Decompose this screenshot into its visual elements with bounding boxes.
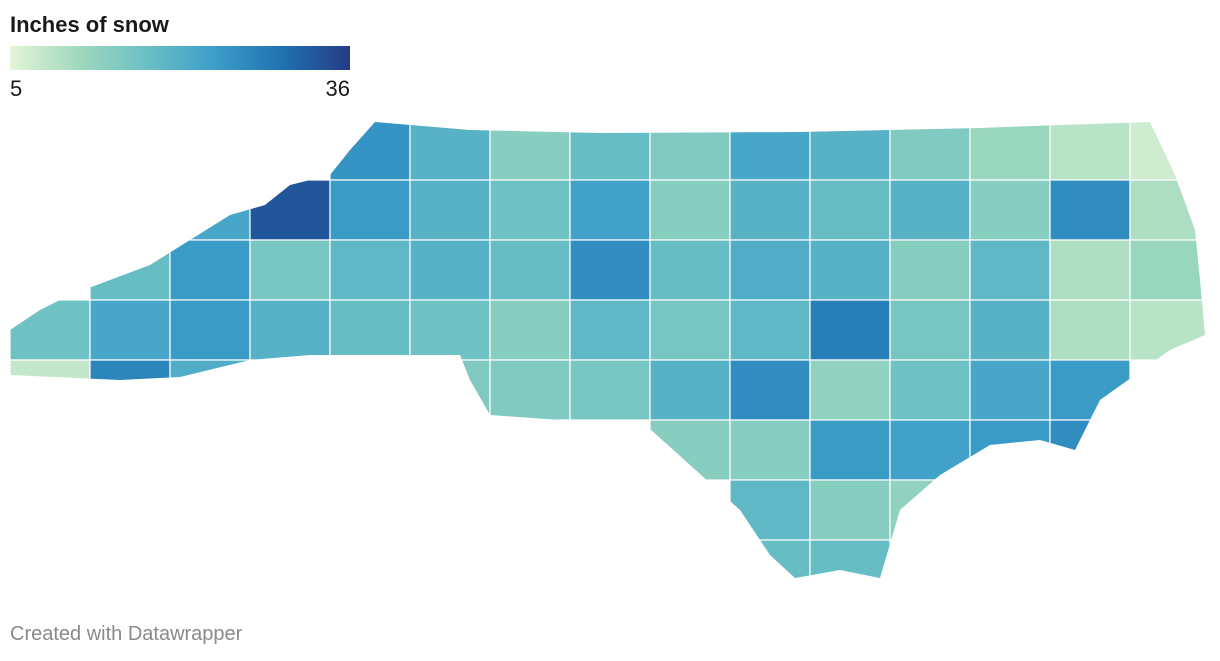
county-region [10,359,91,421]
county-region [729,419,811,481]
county-region [409,359,491,421]
county-region [10,299,91,361]
county-region [1049,359,1131,421]
county-region [169,239,251,301]
county-region [169,299,251,361]
county-region [489,239,571,301]
county-region [729,299,811,361]
county-region [969,239,1051,301]
county-region [969,179,1051,241]
county-region [809,299,891,361]
county-region [729,239,811,301]
county-region [889,359,971,421]
county-region [1129,299,1205,361]
county-region [889,419,971,481]
county-map [10,122,1205,578]
county-region [809,122,891,181]
county-region [809,479,891,541]
county-region [569,299,651,361]
county-region [169,359,251,421]
county-region [1049,122,1131,181]
county-region [89,239,171,301]
county-region [1049,239,1131,301]
county-region [889,179,971,241]
county-region [1049,299,1131,361]
county-region [969,299,1051,361]
legend-min-label: 5 [10,76,22,101]
county-region [89,299,171,361]
county-region [649,299,731,361]
county-region [969,122,1051,181]
county-region [729,539,811,578]
county-region [729,479,811,541]
county-region [889,479,971,541]
county-region [969,359,1051,421]
county-region [409,299,491,361]
county-region [809,239,891,301]
county-region [649,122,731,181]
county-region [1049,419,1131,481]
county-region [489,122,571,181]
county-region [489,359,571,421]
county-region [1129,122,1205,181]
county-region [1049,179,1131,241]
county-region [969,419,1051,481]
county-region [169,179,251,241]
county-region [569,122,651,181]
county-region [649,239,731,301]
county-region [329,122,411,181]
county-region [329,299,411,361]
county-region [1129,239,1205,301]
county-region [729,122,811,181]
county-region [729,179,811,241]
county-region [409,122,491,181]
county-region [249,239,331,301]
county-region [1129,179,1205,241]
county-region [809,539,891,578]
county-region [649,359,731,421]
county-region [89,359,171,421]
county-region [569,239,651,301]
county-region [249,299,331,361]
footer-credit: Created with Datawrapper [10,623,243,645]
county-region [889,299,971,361]
legend-gradient [10,46,350,70]
county-region [489,179,571,241]
county-region [649,419,731,481]
county-region [569,179,651,241]
county-region [489,299,571,361]
county-region [249,359,331,421]
legend-max-label: 36 [326,76,350,101]
legend-title: Inches of snow [10,12,170,37]
county-region [329,359,411,421]
county-region [809,419,891,481]
county-region [409,179,491,241]
county-region [249,179,331,241]
county-region [809,179,891,241]
county-region [329,179,411,241]
county-region [409,239,491,301]
county-region [729,359,811,421]
county-region [569,359,651,421]
county-region [809,359,891,421]
county-region [889,122,971,181]
county-region [329,239,411,301]
county-region [889,239,971,301]
county-region [649,179,731,241]
